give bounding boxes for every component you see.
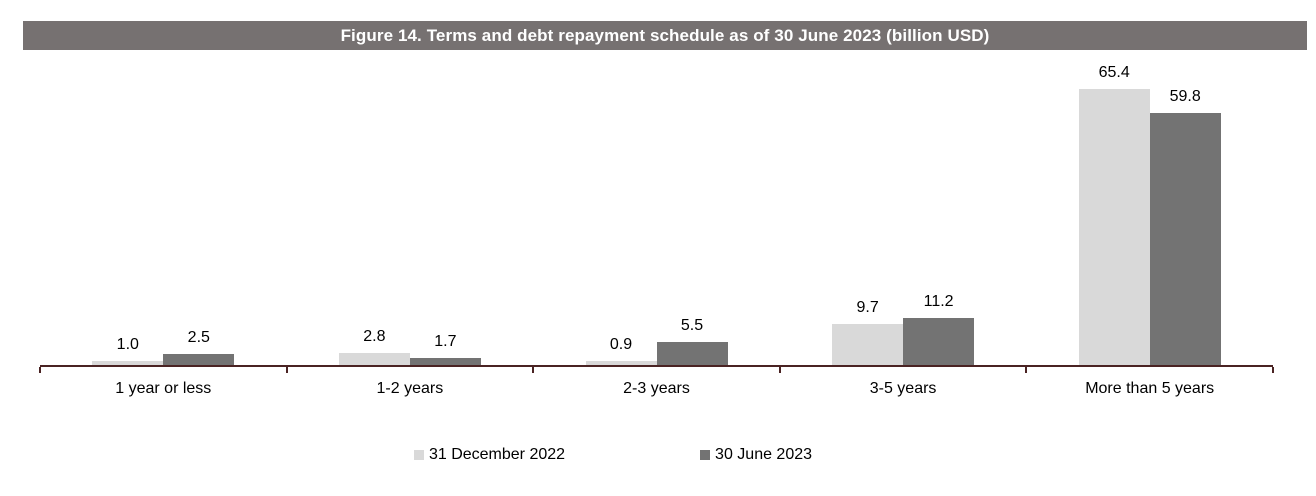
x-axis-tick <box>1025 367 1028 373</box>
bar-dec-2022 <box>832 324 904 365</box>
value-label: 11.2 <box>923 293 954 310</box>
category-label: 1-2 years <box>376 380 444 397</box>
chart-title: Figure 14. Terms and debt repayment sche… <box>340 25 990 45</box>
bar-dec-2022 <box>1078 89 1150 365</box>
legend-marker-dec-2022 <box>413 450 424 460</box>
value-label: 5.5 <box>680 317 704 334</box>
x-axis-tick <box>285 367 288 373</box>
legend-entry-dec-2022: 31 December 2022 <box>413 446 566 464</box>
x-axis-tick <box>1272 367 1274 373</box>
legend-label-dec-2022: 31 December 2022 <box>428 446 566 463</box>
x-axis-tick <box>532 367 535 373</box>
bar-jun-2023 <box>409 358 481 365</box>
x-axis-tick <box>39 367 41 373</box>
bar-dec-2022 <box>585 361 657 365</box>
legend-label-jun-2023: 30 June 2023 <box>715 446 813 463</box>
legend-entry-jun-2023: 30 June 2023 <box>700 446 812 464</box>
x-axis-line <box>40 365 1273 367</box>
bar-jun-2023 <box>656 342 728 365</box>
value-label: 2.5 <box>187 329 210 346</box>
category-label: More than 5 years <box>1085 380 1215 397</box>
value-label: 1.7 <box>434 333 457 350</box>
bar-jun-2023 <box>903 318 975 365</box>
bar-dec-2022 <box>338 353 410 365</box>
value-label: 0.9 <box>609 336 633 353</box>
bar-jun-2023 <box>163 354 235 365</box>
value-label: 2.8 <box>363 328 386 345</box>
chart-title-bar: Figure 14. Terms and debt repayment sche… <box>23 21 1307 50</box>
bar-dec-2022 <box>92 361 164 365</box>
category-label: 2-3 years <box>623 380 690 397</box>
value-label: 9.7 <box>856 299 879 316</box>
category-label: 1 year or less <box>115 380 212 397</box>
value-label: 65.4 <box>1098 64 1130 81</box>
bar-jun-2023 <box>1149 113 1221 365</box>
value-label: 59.8 <box>1169 88 1201 105</box>
value-label: 1.0 <box>116 336 139 353</box>
legend-marker-jun-2023 <box>700 450 711 460</box>
chart-legend: 31 December 2022 30 June 2023 <box>0 446 1226 464</box>
x-axis-tick <box>778 367 781 373</box>
category-label: 3-5 years <box>869 380 937 397</box>
